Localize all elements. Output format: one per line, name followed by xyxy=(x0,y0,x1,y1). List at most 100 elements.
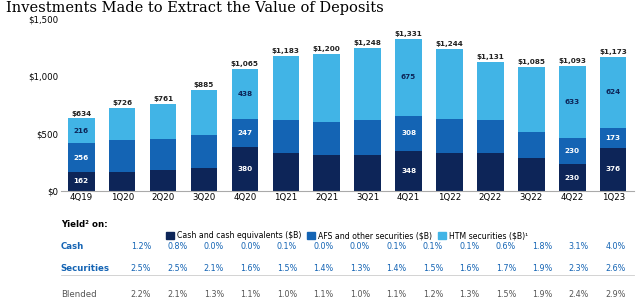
Text: $885: $885 xyxy=(194,82,214,88)
Bar xyxy=(273,153,299,191)
Text: $1,065: $1,065 xyxy=(231,61,259,67)
Bar xyxy=(232,69,258,119)
Bar xyxy=(314,155,340,191)
Text: 3.1%: 3.1% xyxy=(569,242,589,251)
Bar xyxy=(150,139,177,170)
Text: 0.8%: 0.8% xyxy=(167,242,188,251)
Text: 1.9%: 1.9% xyxy=(532,264,552,273)
Text: Blended: Blended xyxy=(61,290,97,298)
Text: $634: $634 xyxy=(71,111,92,117)
Bar xyxy=(559,66,586,138)
Text: 1.5%: 1.5% xyxy=(422,264,443,273)
Text: 1.8%: 1.8% xyxy=(532,242,552,251)
Text: 0.1%: 0.1% xyxy=(460,242,479,251)
Bar xyxy=(109,172,136,191)
Bar xyxy=(150,104,177,139)
Text: Yield² on:: Yield² on: xyxy=(61,220,108,229)
Text: 162: 162 xyxy=(74,179,89,184)
Text: 2.5%: 2.5% xyxy=(131,264,151,273)
Text: $1,200: $1,200 xyxy=(313,46,340,52)
Bar xyxy=(355,155,381,191)
Bar xyxy=(68,143,95,172)
Text: $1,331: $1,331 xyxy=(395,31,422,37)
Bar xyxy=(518,158,545,191)
Text: 4.0%: 4.0% xyxy=(605,242,625,251)
Text: $1,248: $1,248 xyxy=(354,41,381,46)
Text: 1.3%: 1.3% xyxy=(204,290,224,298)
Bar xyxy=(396,39,422,116)
Text: 1.6%: 1.6% xyxy=(460,264,479,273)
Text: 0.1%: 0.1% xyxy=(276,242,297,251)
Text: 1.7%: 1.7% xyxy=(495,264,516,273)
Bar xyxy=(477,120,504,153)
Bar xyxy=(109,140,136,172)
Text: 633: 633 xyxy=(564,99,580,105)
Text: 1.5%: 1.5% xyxy=(495,290,516,298)
Bar xyxy=(68,118,95,143)
Bar xyxy=(232,119,258,147)
Bar xyxy=(68,172,95,191)
Text: 675: 675 xyxy=(401,74,416,80)
Text: 438: 438 xyxy=(237,91,252,97)
Text: 0.1%: 0.1% xyxy=(387,242,406,251)
Bar xyxy=(150,170,177,191)
Text: $761: $761 xyxy=(153,96,173,102)
Text: 1.2%: 1.2% xyxy=(422,290,443,298)
Text: 2.1%: 2.1% xyxy=(167,290,188,298)
Text: $1,093: $1,093 xyxy=(558,58,586,64)
Bar xyxy=(477,61,504,120)
Text: 308: 308 xyxy=(401,130,416,136)
Text: 1.4%: 1.4% xyxy=(387,264,406,273)
Bar xyxy=(559,138,586,164)
Text: 0.6%: 0.6% xyxy=(496,242,516,251)
Text: 2.9%: 2.9% xyxy=(605,290,626,298)
Text: 376: 376 xyxy=(605,166,621,172)
Text: 348: 348 xyxy=(401,168,416,174)
Bar xyxy=(314,54,340,122)
Text: 0.0%: 0.0% xyxy=(313,242,333,251)
Bar xyxy=(355,120,381,155)
Text: 1.4%: 1.4% xyxy=(313,264,333,273)
Bar xyxy=(396,151,422,191)
Bar xyxy=(273,56,299,120)
Bar xyxy=(232,147,258,191)
Text: 0.0%: 0.0% xyxy=(349,242,370,251)
Bar xyxy=(314,122,340,155)
Text: 1.9%: 1.9% xyxy=(532,290,552,298)
Bar xyxy=(518,67,545,131)
Text: 0.0%: 0.0% xyxy=(240,242,260,251)
Text: 1.0%: 1.0% xyxy=(349,290,370,298)
Text: 216: 216 xyxy=(74,128,89,134)
Text: Investments Made to Extract the Value of Deposits: Investments Made to Extract the Value of… xyxy=(6,1,384,15)
Bar xyxy=(436,49,463,119)
Bar xyxy=(436,153,463,191)
Bar xyxy=(477,153,504,191)
Bar xyxy=(191,90,218,135)
Text: $1,173: $1,173 xyxy=(599,49,627,55)
Text: 1.5%: 1.5% xyxy=(276,264,297,273)
Text: $1,183: $1,183 xyxy=(272,48,300,54)
Text: 0.0%: 0.0% xyxy=(204,242,224,251)
Bar xyxy=(600,148,627,191)
Text: 1.1%: 1.1% xyxy=(313,290,333,298)
Bar xyxy=(191,168,218,191)
Text: Cash: Cash xyxy=(61,242,84,251)
Text: 1.1%: 1.1% xyxy=(387,290,406,298)
Text: $1,085: $1,085 xyxy=(517,59,545,65)
Legend: Cash and cash equivalents ($B), AFS and other securities ($B), HTM securities ($: Cash and cash equivalents ($B), AFS and … xyxy=(163,228,532,243)
Text: 230: 230 xyxy=(564,175,580,181)
Text: Securities: Securities xyxy=(61,264,110,273)
Text: 624: 624 xyxy=(605,89,621,95)
Text: 1.2%: 1.2% xyxy=(131,242,151,251)
Text: 1.0%: 1.0% xyxy=(276,290,297,298)
Text: $1,244: $1,244 xyxy=(436,41,463,47)
Bar xyxy=(396,116,422,151)
Text: $726: $726 xyxy=(112,100,132,106)
Bar xyxy=(518,131,545,158)
Bar xyxy=(600,128,627,148)
Text: 2.6%: 2.6% xyxy=(605,264,625,273)
Text: 2.2%: 2.2% xyxy=(131,290,151,298)
Bar xyxy=(600,57,627,128)
Text: $1,131: $1,131 xyxy=(477,54,504,60)
Bar xyxy=(273,120,299,153)
